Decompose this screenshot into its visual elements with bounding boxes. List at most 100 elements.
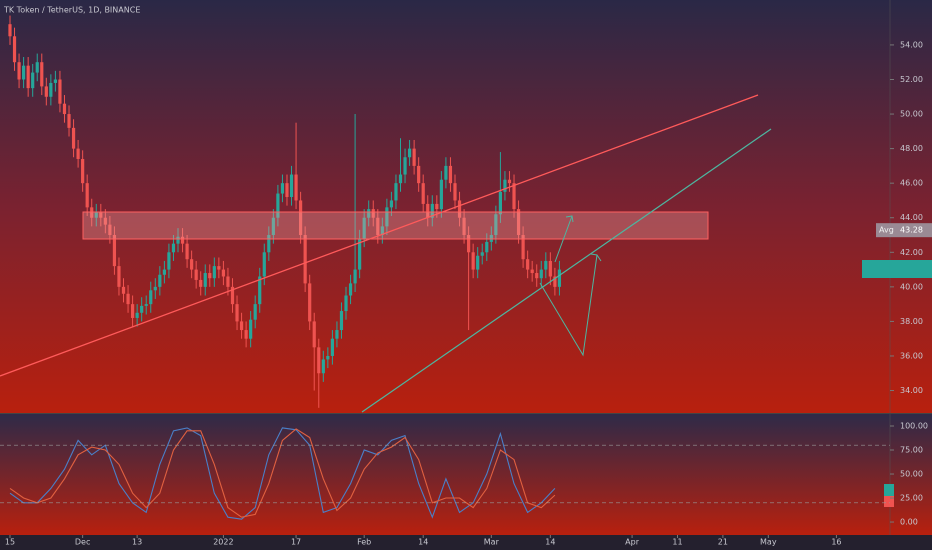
candle-body — [249, 319, 253, 339]
candle-body — [8, 24, 12, 37]
chart-title: TK Token / TetherUS, 1D, BINANCE — [3, 6, 140, 15]
candle-body — [76, 148, 80, 159]
candle-body — [467, 235, 471, 253]
candle-body — [453, 183, 457, 201]
candle-body — [476, 255, 480, 270]
candle-body — [62, 103, 67, 115]
candle-body — [457, 200, 462, 218]
y-tick-label: 75.00 — [900, 446, 923, 455]
candle-body — [90, 207, 94, 218]
candle-body — [230, 286, 235, 305]
candle-body — [67, 114, 71, 128]
candle-body — [394, 183, 398, 201]
candle-body — [217, 266, 221, 270]
candle-body — [58, 79, 62, 104]
candle-body — [380, 226, 384, 236]
avg-value: 43.28 — [900, 226, 923, 235]
candle-body — [190, 259, 194, 270]
candle-body — [412, 148, 416, 166]
x-tick-label: Apr — [625, 538, 640, 547]
candle-body — [503, 179, 507, 192]
candle-body — [117, 266, 121, 287]
candle-body — [557, 269, 562, 287]
candle-body — [526, 259, 530, 270]
candle-body — [448, 165, 453, 184]
y-tick-label: 34.00 — [900, 386, 923, 395]
candle-body — [358, 238, 362, 270]
candle-body — [489, 235, 493, 242]
teal-trendline — [361, 128, 772, 413]
candle-body — [367, 209, 371, 218]
x-tick-label: 14 — [418, 538, 428, 547]
candle-body — [308, 283, 312, 322]
candle-body — [521, 235, 525, 260]
candle-body — [294, 174, 298, 201]
y-tick-label: 38.00 — [900, 317, 923, 326]
candle-body — [221, 269, 226, 277]
candle-body — [180, 236, 185, 244]
candle-body — [40, 62, 44, 87]
candle-body — [403, 157, 407, 175]
candle-body — [130, 304, 135, 318]
y-tick-label: 50.00 — [900, 470, 923, 479]
candle-body — [417, 165, 421, 184]
candle-body — [312, 321, 316, 348]
candle-body — [176, 236, 180, 244]
red-trendline — [0, 94, 759, 377]
arrow-head — [590, 253, 602, 262]
candle-body — [244, 330, 248, 339]
candle-body — [267, 235, 271, 253]
candle-body — [462, 217, 466, 236]
candle-body — [548, 260, 552, 277]
y-tick-label: 48.00 — [900, 144, 923, 153]
candle-body — [512, 183, 516, 210]
x-tick-label: 17 — [291, 538, 301, 547]
y-tick-label: 46.00 — [900, 179, 923, 188]
candle-body — [389, 200, 394, 208]
candle-body — [203, 273, 207, 287]
candle-body — [553, 276, 557, 287]
x-tick-label: May — [760, 538, 777, 547]
candle-body — [258, 276, 262, 305]
candle-body — [498, 191, 502, 215]
candle-body — [208, 273, 212, 279]
candle-body — [539, 269, 543, 279]
candle-body — [544, 260, 548, 270]
y-tick-label: 0.00 — [900, 518, 918, 527]
candle-body — [49, 82, 53, 97]
candle-body — [22, 65, 26, 80]
candle-body — [103, 217, 107, 225]
avg-tag — [876, 223, 932, 238]
candle-body — [194, 269, 198, 280]
x-tick-label: 2022 — [213, 538, 233, 547]
x-tick-label: 11 — [672, 538, 682, 547]
x-tick-label: 13 — [132, 538, 142, 547]
candle-body — [12, 36, 17, 63]
candle-body — [299, 200, 303, 236]
oscillator-line — [9, 428, 556, 518]
candle-body — [81, 158, 85, 184]
candle-body — [385, 207, 389, 227]
candle-body — [326, 355, 330, 360]
candle-body — [276, 193, 280, 218]
candle-body — [99, 212, 103, 218]
candle-body — [253, 304, 257, 320]
y-tick-label: 42.00 — [900, 248, 923, 257]
candle-body — [121, 286, 126, 294]
candle-body — [212, 266, 216, 279]
y-tick-label: 50.00 — [900, 110, 923, 119]
candle-body — [335, 330, 339, 339]
candle-body — [439, 179, 443, 210]
candle-body — [140, 305, 144, 313]
main-pane — [0, 0, 932, 413]
candle-body — [317, 347, 321, 374]
candle-body — [162, 269, 166, 275]
candle-body — [126, 293, 130, 305]
candle-body — [35, 62, 39, 73]
x-tick-label: 14 — [545, 538, 555, 547]
candle-body — [407, 148, 412, 158]
candle-body — [26, 65, 30, 89]
candle-body — [226, 276, 230, 287]
candle-body — [149, 290, 153, 305]
candle-body — [426, 203, 430, 218]
